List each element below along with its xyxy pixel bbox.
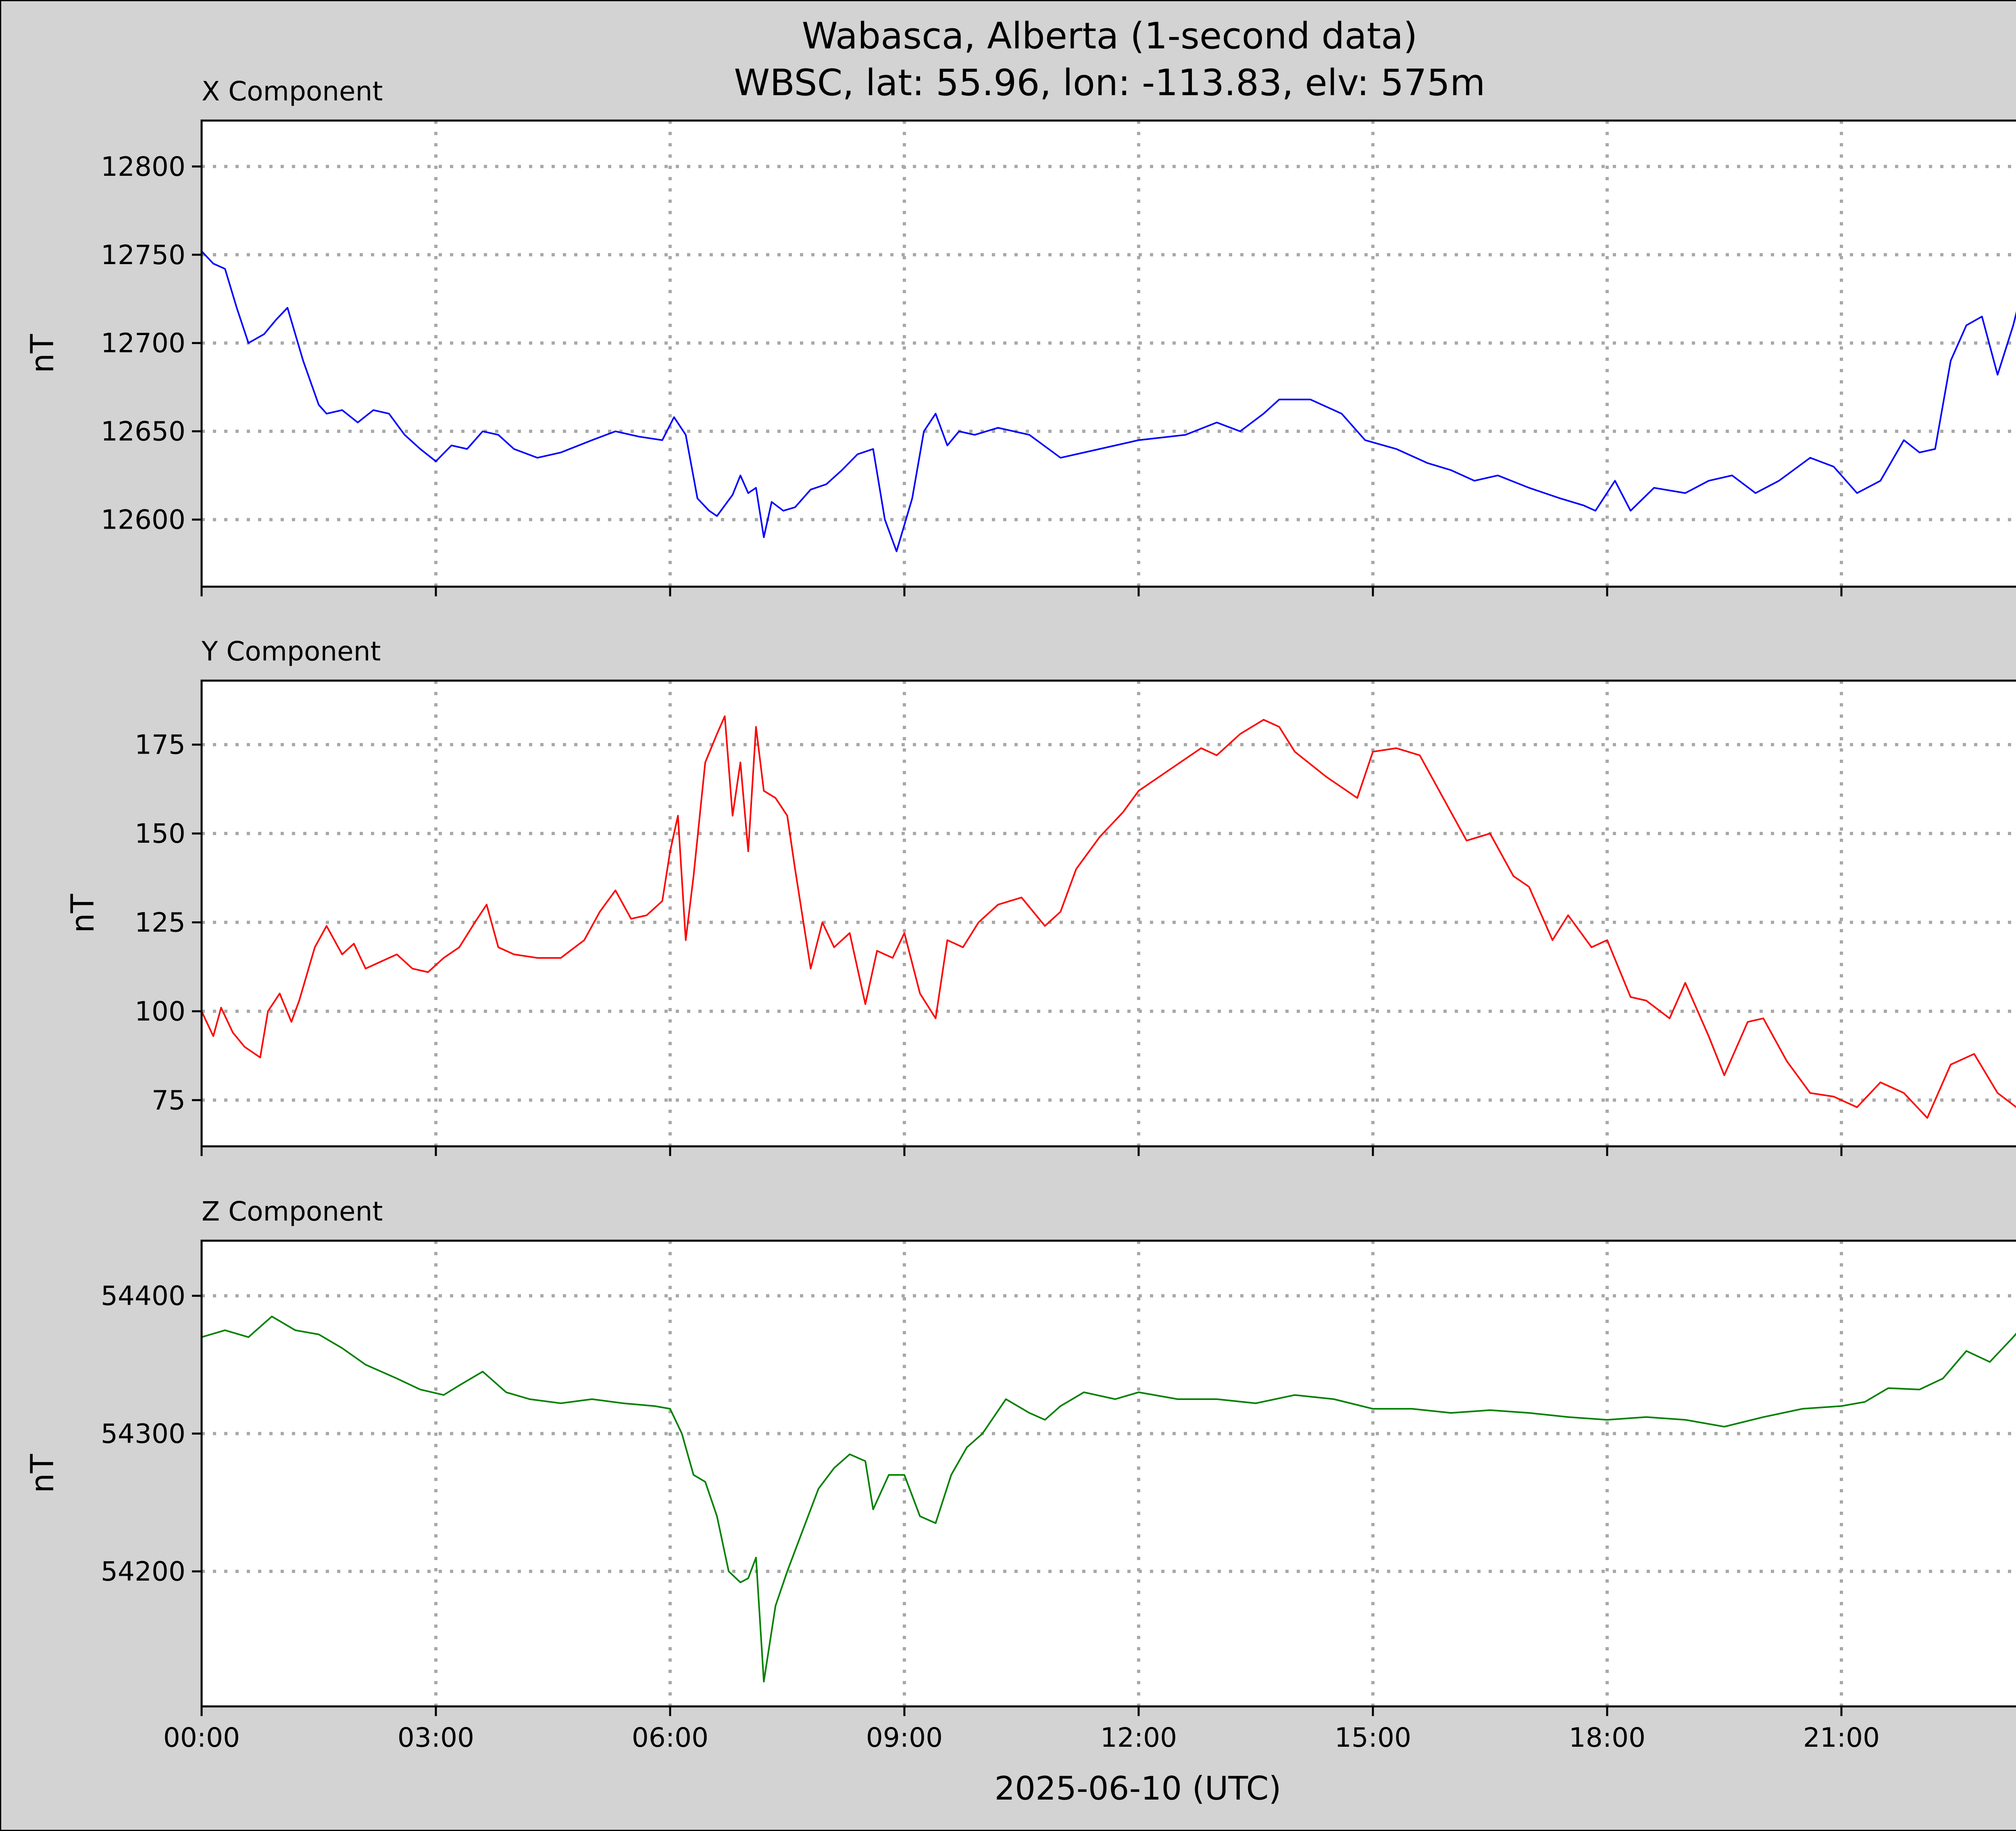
y-component-ylabel: nT [65, 894, 101, 933]
z-component-xtick-label: 21:00 [1803, 1722, 1880, 1753]
z-component-ytick-label: 54400 [101, 1281, 185, 1312]
x-axis-label: 2025-06-10 (UTC) [994, 1770, 1281, 1807]
figure-title-line-1: Wabasca, Alberta (1-second data) [802, 15, 1418, 57]
z-component-xtick-label: 09:00 [866, 1722, 943, 1753]
y-component-ytick-label: 125 [135, 907, 185, 938]
y-component-title: Y Component [201, 636, 381, 667]
y-component-ytick-label: 100 [135, 996, 185, 1027]
y-component-panel: 75 100 125 150 175 Y Component nT [65, 636, 2016, 1156]
y-component-ytick-label: 175 [135, 729, 185, 760]
x-component-ytick-label: 12800 [101, 151, 185, 182]
z-component-title: Z Component [202, 1196, 383, 1227]
z-component-xtick-label: 00:00 [163, 1722, 240, 1753]
x-component-ytick-label: 12600 [101, 504, 185, 535]
x-component-ytick-label: 12750 [101, 240, 185, 271]
y-component-plot-area [202, 681, 2016, 1146]
z-component-ytick-label: 54200 [101, 1556, 185, 1587]
x-component-panel: 12600 12650 12700 12750 12800 X Component nT [25, 76, 2016, 596]
z-component-ylabel: nT [25, 1454, 61, 1493]
z-component-xtick-label: 18:00 [1569, 1722, 1645, 1753]
x-component-ytick-label: 12700 [101, 328, 185, 359]
x-component-plot-area [202, 121, 2016, 587]
z-component-xtick-label: 03:00 [398, 1722, 474, 1753]
z-component-ytick-label: 54300 [101, 1418, 185, 1449]
z-component-panel: 54200 54300 54400 Z Component nT 00:00 03:00 06… [25, 1196, 2016, 1753]
x-component-ytick-label: 12650 [101, 416, 185, 447]
z-component-xtick-label: 06:00 [632, 1722, 708, 1753]
z-component-series-line [201, 1315, 2016, 1683]
y-component-ytick-label: 75 [152, 1085, 185, 1116]
y-component-ytick-label: 150 [135, 818, 185, 849]
x-component-title: X Component [202, 76, 383, 107]
z-component-plot-area [202, 1241, 2016, 1706]
x-component-series-line [201, 250, 2016, 552]
x-component-ylabel: nT [25, 334, 61, 373]
figure-title-line-2: WBSC, lat: 55.96, lon: -113.83, elv: 575… [734, 62, 1485, 104]
y-component-series-line [201, 715, 2016, 1119]
z-component-xtick-label: 12:00 [1100, 1722, 1177, 1753]
z-component-xtick-label: 15:00 [1335, 1722, 1411, 1753]
